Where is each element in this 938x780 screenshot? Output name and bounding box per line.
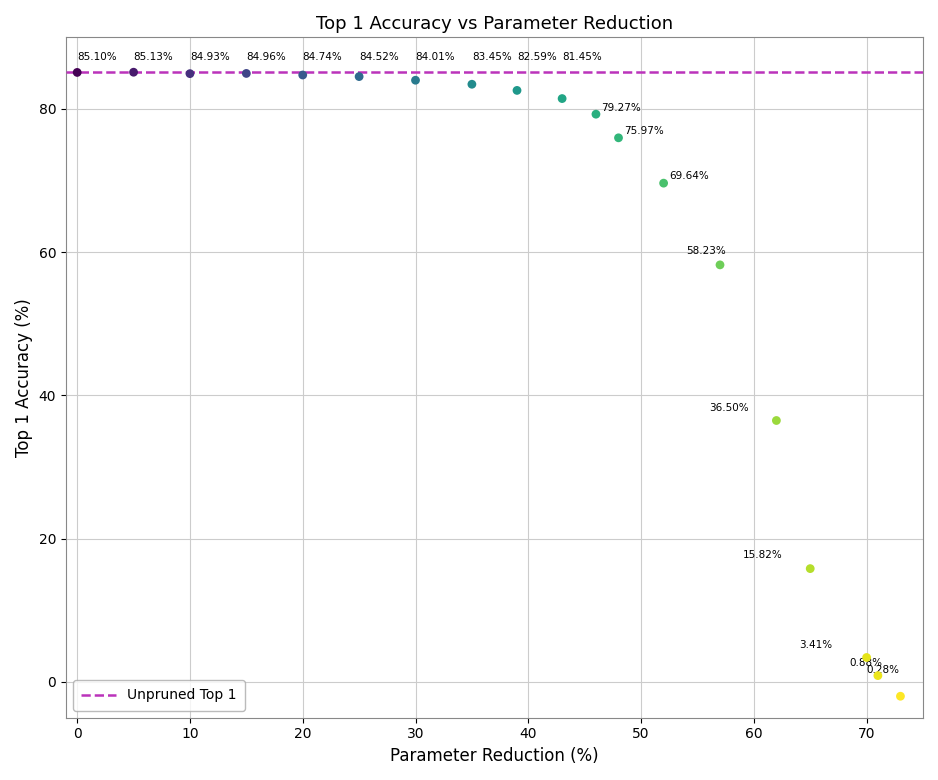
- Point: [464, 78, 479, 90]
- Text: 81.45%: 81.45%: [562, 52, 602, 62]
- Point: [408, 74, 423, 87]
- Point: [588, 108, 603, 120]
- Point: [352, 70, 367, 83]
- Point: [239, 67, 254, 80]
- Point: [870, 669, 885, 682]
- Text: 85.10%: 85.10%: [77, 52, 117, 62]
- Text: 84.96%: 84.96%: [247, 52, 286, 62]
- Y-axis label: Top 1 Accuracy (%): Top 1 Accuracy (%): [15, 298, 33, 457]
- Legend: Unpruned Top 1: Unpruned Top 1: [73, 680, 245, 711]
- Point: [803, 562, 818, 575]
- Point: [183, 67, 198, 80]
- Point: [859, 651, 874, 664]
- Point: [713, 259, 728, 271]
- Text: 36.50%: 36.50%: [709, 403, 749, 413]
- Text: 84.52%: 84.52%: [359, 52, 399, 62]
- Point: [509, 84, 524, 97]
- Text: 79.27%: 79.27%: [601, 102, 642, 112]
- Text: 0.28%: 0.28%: [867, 665, 900, 675]
- Text: 75.97%: 75.97%: [624, 126, 664, 136]
- Point: [69, 66, 84, 79]
- Text: 85.13%: 85.13%: [133, 52, 174, 62]
- Point: [656, 177, 671, 190]
- Point: [554, 92, 569, 105]
- Point: [295, 69, 310, 81]
- Title: Top 1 Accuracy vs Parameter Reduction: Top 1 Accuracy vs Parameter Reduction: [316, 15, 673, 33]
- Text: 0.88%: 0.88%: [850, 658, 883, 668]
- Text: 69.64%: 69.64%: [669, 171, 709, 181]
- Point: [769, 414, 784, 427]
- Text: 58.23%: 58.23%: [687, 246, 726, 256]
- Text: 84.93%: 84.93%: [190, 52, 230, 62]
- Unpruned Top 1: [83, 68, 94, 77]
- Text: 82.59%: 82.59%: [517, 52, 557, 62]
- Text: 83.45%: 83.45%: [472, 52, 511, 62]
- Unpruned Top 1: [71, 68, 83, 77]
- Text: 15.82%: 15.82%: [743, 550, 782, 560]
- Text: 84.74%: 84.74%: [303, 52, 342, 62]
- Point: [611, 132, 626, 144]
- X-axis label: Parameter Reduction (%): Parameter Reduction (%): [390, 747, 598, 765]
- Point: [893, 690, 908, 703]
- Text: 3.41%: 3.41%: [799, 640, 832, 650]
- Point: [126, 66, 141, 79]
- Text: 84.01%: 84.01%: [416, 52, 455, 62]
